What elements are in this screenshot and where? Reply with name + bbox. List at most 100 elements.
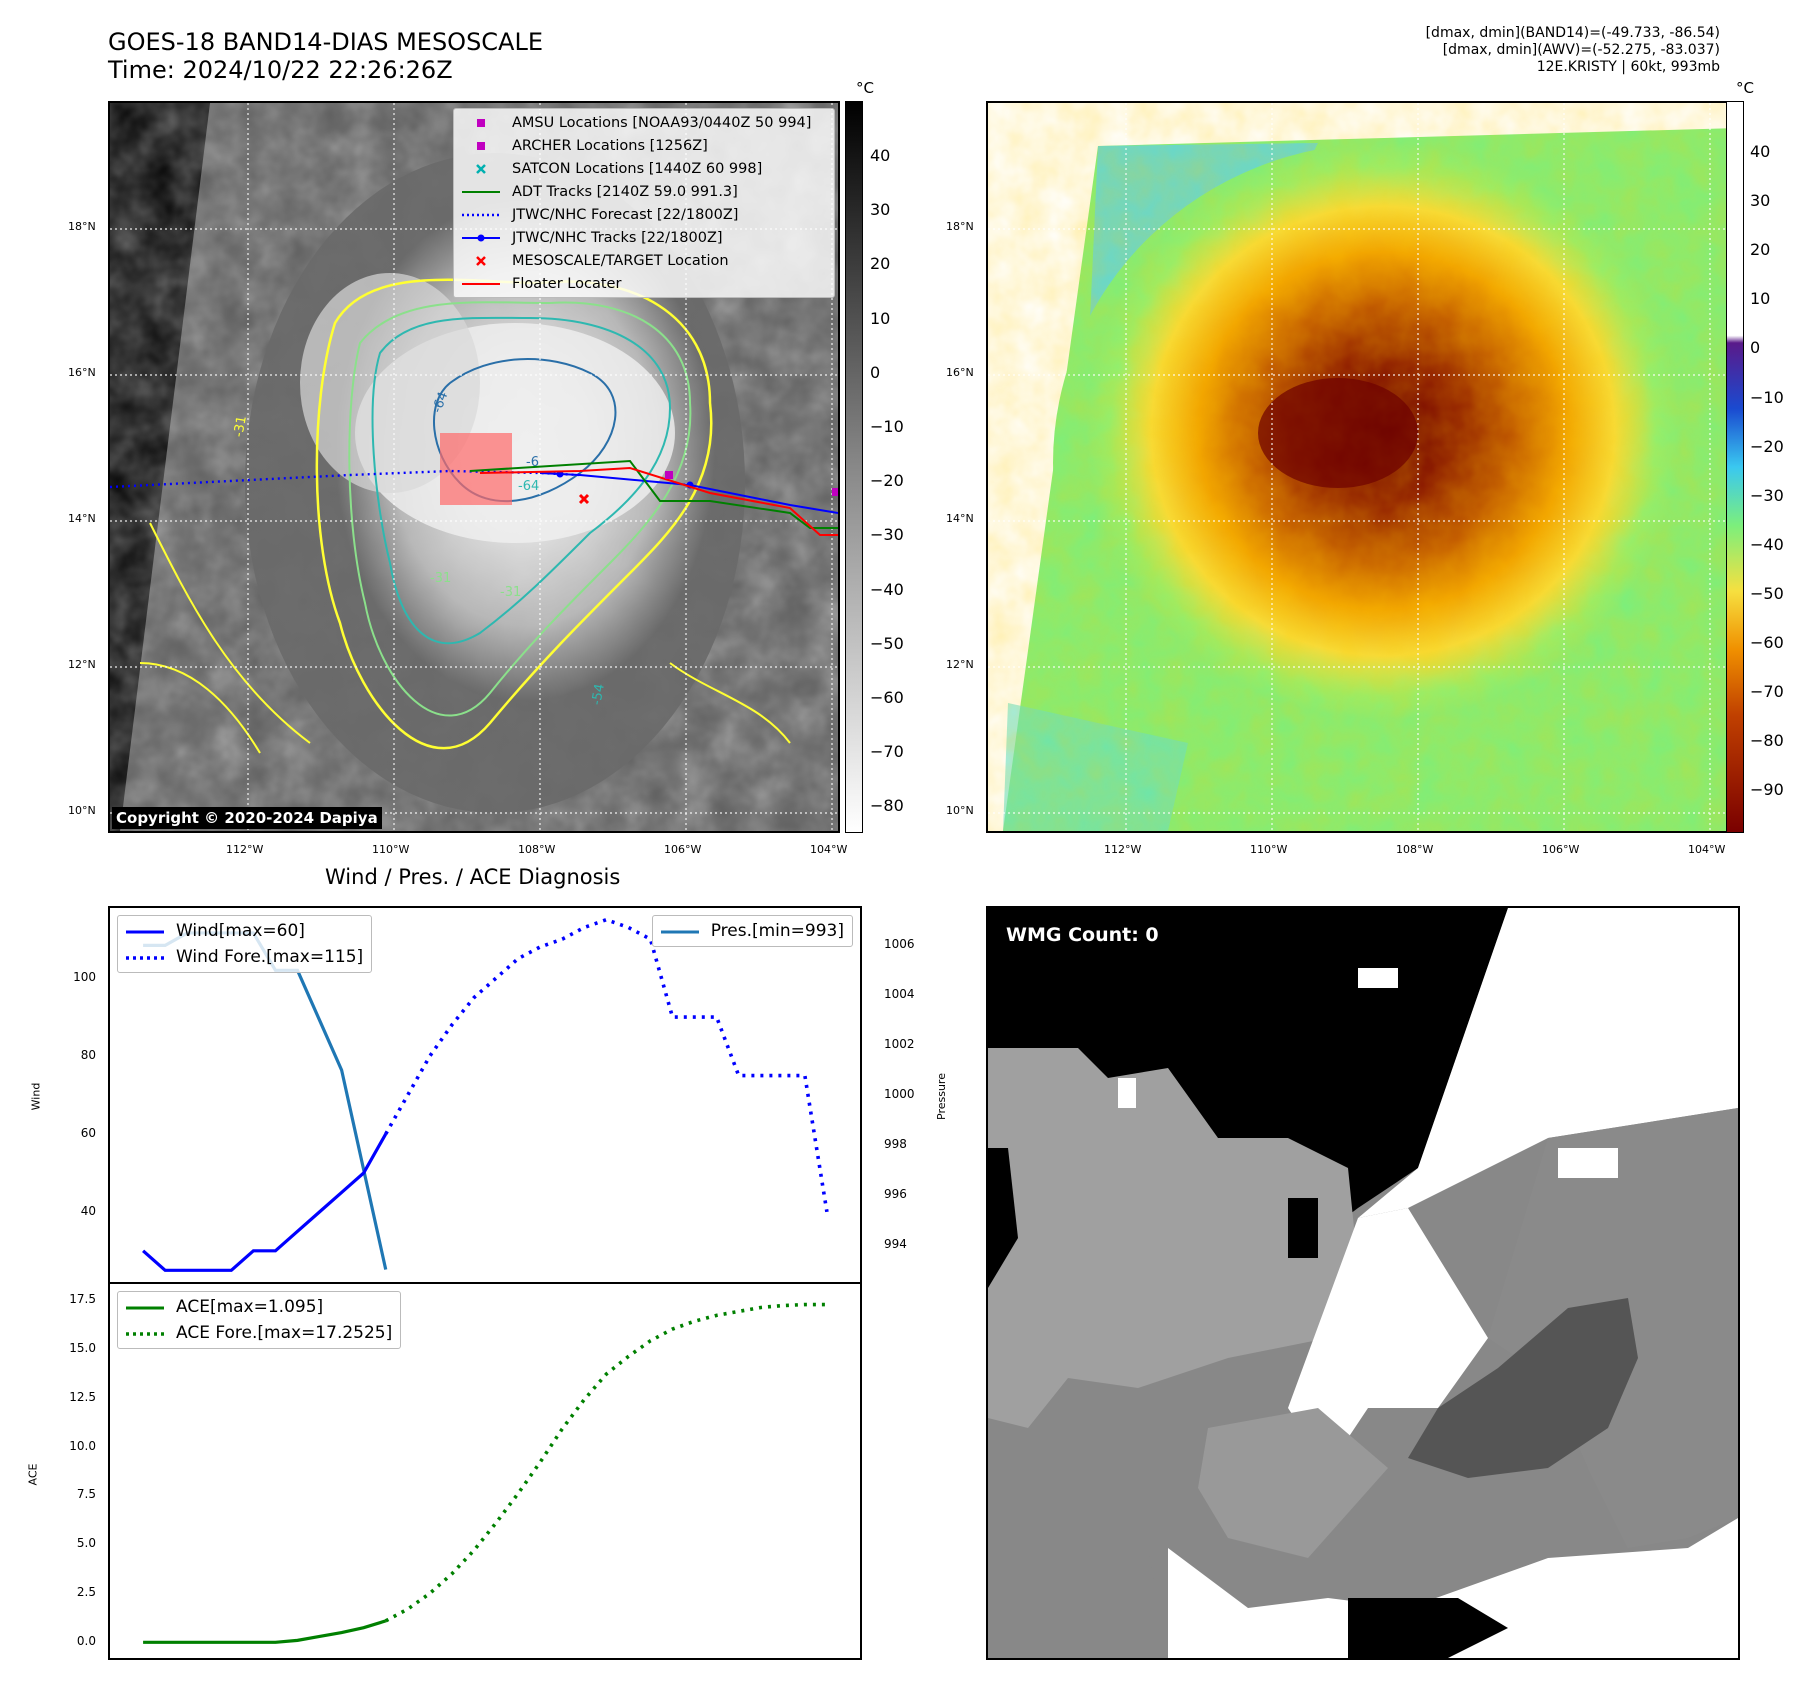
- line-marker-icon: [126, 1300, 164, 1314]
- ir-colorbar-tick: −30: [870, 525, 904, 545]
- wind-axis-label: Wind: [29, 1082, 43, 1111]
- ace-tick-label: 0.0: [76, 1634, 96, 1649]
- legend-label: AMSU Locations [NOAA93/0440Z 50 994]: [512, 114, 812, 131]
- wv-colorbar-tick: −40: [1750, 534, 1784, 554]
- legend-entry-target: MESOSCALE/TARGET Location: [454, 249, 834, 272]
- wind-tick-label: 80: [80, 1048, 96, 1063]
- ace-plot: [143, 1302, 827, 1644]
- wv-colorbar-tick: 40: [1750, 142, 1771, 161]
- line-marker-icon: [462, 277, 500, 291]
- contour-label: -6: [526, 455, 539, 470]
- x-marker-icon: [462, 254, 500, 268]
- legend-label: ACE Fore.[max=17.2525]: [176, 1323, 393, 1343]
- wv-colorbar-tick: 10: [1750, 289, 1771, 309]
- info-line-2: [dmax, dmin](AWV)=(-52.275, -83.037): [1442, 42, 1720, 58]
- contour-label: -31: [430, 571, 452, 586]
- pressure-line: [143, 931, 388, 1270]
- ir-colorbar-tick: −50: [870, 633, 904, 653]
- wv-colorbar-tick: −50: [1750, 583, 1784, 603]
- ir-colorbar-tick: −80: [870, 796, 904, 816]
- map-legend: AMSU Locations [NOAA93/0440Z 50 994] ARC…: [453, 108, 835, 298]
- lat-label: 18°N: [946, 220, 974, 233]
- wv-colorbar-tick: −20: [1750, 436, 1784, 456]
- wv-colorbar: [1726, 101, 1744, 833]
- wv-colorbar-tick: −30: [1750, 485, 1784, 505]
- ir-colorbar-tick: −60: [870, 688, 904, 707]
- legend-label: Pres.[min=993]: [710, 921, 844, 941]
- ace-tick-label: 12.5: [69, 1389, 96, 1404]
- ace-tick-label: 5.0: [76, 1536, 96, 1551]
- lat-label: 12°N: [68, 658, 96, 671]
- legend-entry-wind: Wind[max=60]: [118, 918, 371, 944]
- ir-colorbar-tick: −70: [870, 742, 904, 762]
- pressure-tick-label: 996: [884, 1186, 907, 1201]
- ir-colorbar-tick: −40: [870, 579, 904, 599]
- dotted-line-icon: [462, 208, 500, 222]
- x-marker-icon: [462, 162, 500, 176]
- lat-label: 14°N: [946, 512, 974, 525]
- legend-entry-pres: Pres.[min=993]: [653, 918, 852, 944]
- wv-colorbar-tick: 20: [1750, 240, 1771, 260]
- lat-label: 14°N: [68, 512, 96, 525]
- ir-colorbar: [845, 101, 863, 833]
- pressure-tick-label: 1004: [884, 987, 915, 1002]
- lon-label: 112°W: [226, 843, 264, 856]
- storm-info: [dmax, dmin](BAND14)=(-49.733, -86.54) […: [1426, 25, 1720, 76]
- ace-panel: ACE[max=1.095] ACE Fore.[max=17.2525]: [108, 1282, 862, 1660]
- contour-label: -31: [500, 585, 522, 600]
- square-marker-icon: [462, 139, 500, 153]
- title-line-2: Time: 2024/10/22 22:26:26Z: [108, 56, 453, 84]
- wv-colorbar-unit: °C: [1736, 79, 1754, 97]
- ace-line: [143, 1619, 387, 1644]
- wv-colorbar-tick: −80: [1750, 731, 1784, 751]
- ir-colorbar-tick: 40: [870, 146, 891, 165]
- lon-label: 106°W: [664, 843, 702, 856]
- ace-tick-label: 7.5: [76, 1487, 96, 1502]
- pressure-tick-label: 1006: [884, 937, 915, 952]
- square-marker-icon: [462, 116, 500, 130]
- ir-colorbar-tick: 0: [870, 362, 881, 382]
- wmg-count-label: WMG Count: 0: [1006, 924, 1159, 946]
- legend-entry-satcon: SATCON Locations [1440Z 60 998]: [454, 157, 834, 180]
- legend-entry-wind-fore: Wind Fore.[max=115]: [118, 944, 371, 970]
- legend-entry-adt: ADT Tracks [2140Z 59.0 991.3]: [454, 180, 834, 203]
- legend-label: ACE[max=1.095]: [176, 1297, 324, 1317]
- wmg-image: [988, 908, 1738, 1658]
- wind-tick-label: 60: [80, 1125, 96, 1140]
- ace-tick-label: 2.5: [76, 1585, 96, 1600]
- legend-label: JTWC/NHC Tracks [22/1800Z]: [512, 229, 723, 246]
- legend-entry-ace-fore: ACE Fore.[max=17.2525]: [118, 1320, 400, 1346]
- legend-label: Wind Fore.[max=115]: [176, 947, 364, 967]
- pressure-tick-label: 1000: [884, 1087, 915, 1101]
- lat-label: 16°N: [68, 366, 96, 379]
- lon-label: 110°W: [372, 843, 410, 856]
- legend-label: Wind[max=60]: [176, 921, 305, 941]
- wv-colorbar-tick: 30: [1750, 191, 1771, 211]
- pressure-tick-label: 998: [884, 1136, 907, 1151]
- legend-label: ADT Tracks [2140Z 59.0 991.3]: [512, 183, 738, 200]
- wind-pressure-panel: Wind[max=60] Wind Fore.[max=115] Pres.[m…: [108, 906, 862, 1284]
- pressure-tick-label: 1002: [884, 1037, 915, 1052]
- lat-label: 12°N: [946, 658, 974, 671]
- lat-label: 18°N: [68, 220, 96, 233]
- legend-label: MESOSCALE/TARGET Location: [512, 252, 729, 269]
- wv-colorbar-tick: −90: [1750, 780, 1784, 800]
- lon-label: 108°W: [1396, 843, 1434, 856]
- ace-tick-label: 10.0: [69, 1438, 96, 1453]
- info-line-1: [dmax, dmin](BAND14)=(-49.733, -86.54): [1425, 25, 1720, 41]
- legend-label: ARCHER Locations [1256Z]: [512, 137, 708, 154]
- ir-map-panel: -64 -64 -31 -31 -54 -6 -31 AMSU Location…: [108, 101, 840, 833]
- ir-colorbar-tick: −20: [870, 471, 904, 491]
- legend-entry-floater: Floater Locater: [454, 272, 834, 295]
- ir-colorbar-unit: °C: [856, 79, 874, 97]
- dotted-line-icon: [126, 1326, 164, 1340]
- wind-tick-label: 40: [80, 1203, 96, 1218]
- wv-colorbar-tick: −70: [1750, 682, 1784, 702]
- ace-forecast-line: [384, 1302, 827, 1623]
- lon-label: 104°W: [810, 843, 848, 856]
- ir-colorbar-tick: 10: [870, 308, 891, 328]
- legend-entry-archer: ARCHER Locations [1256Z]: [454, 134, 834, 157]
- ace-axis-label: ACE: [26, 1463, 40, 1486]
- info-line-3: 12E.KRISTY | 60kt, 993mb: [1536, 59, 1720, 75]
- wv-colorbar-tick: −60: [1750, 633, 1784, 652]
